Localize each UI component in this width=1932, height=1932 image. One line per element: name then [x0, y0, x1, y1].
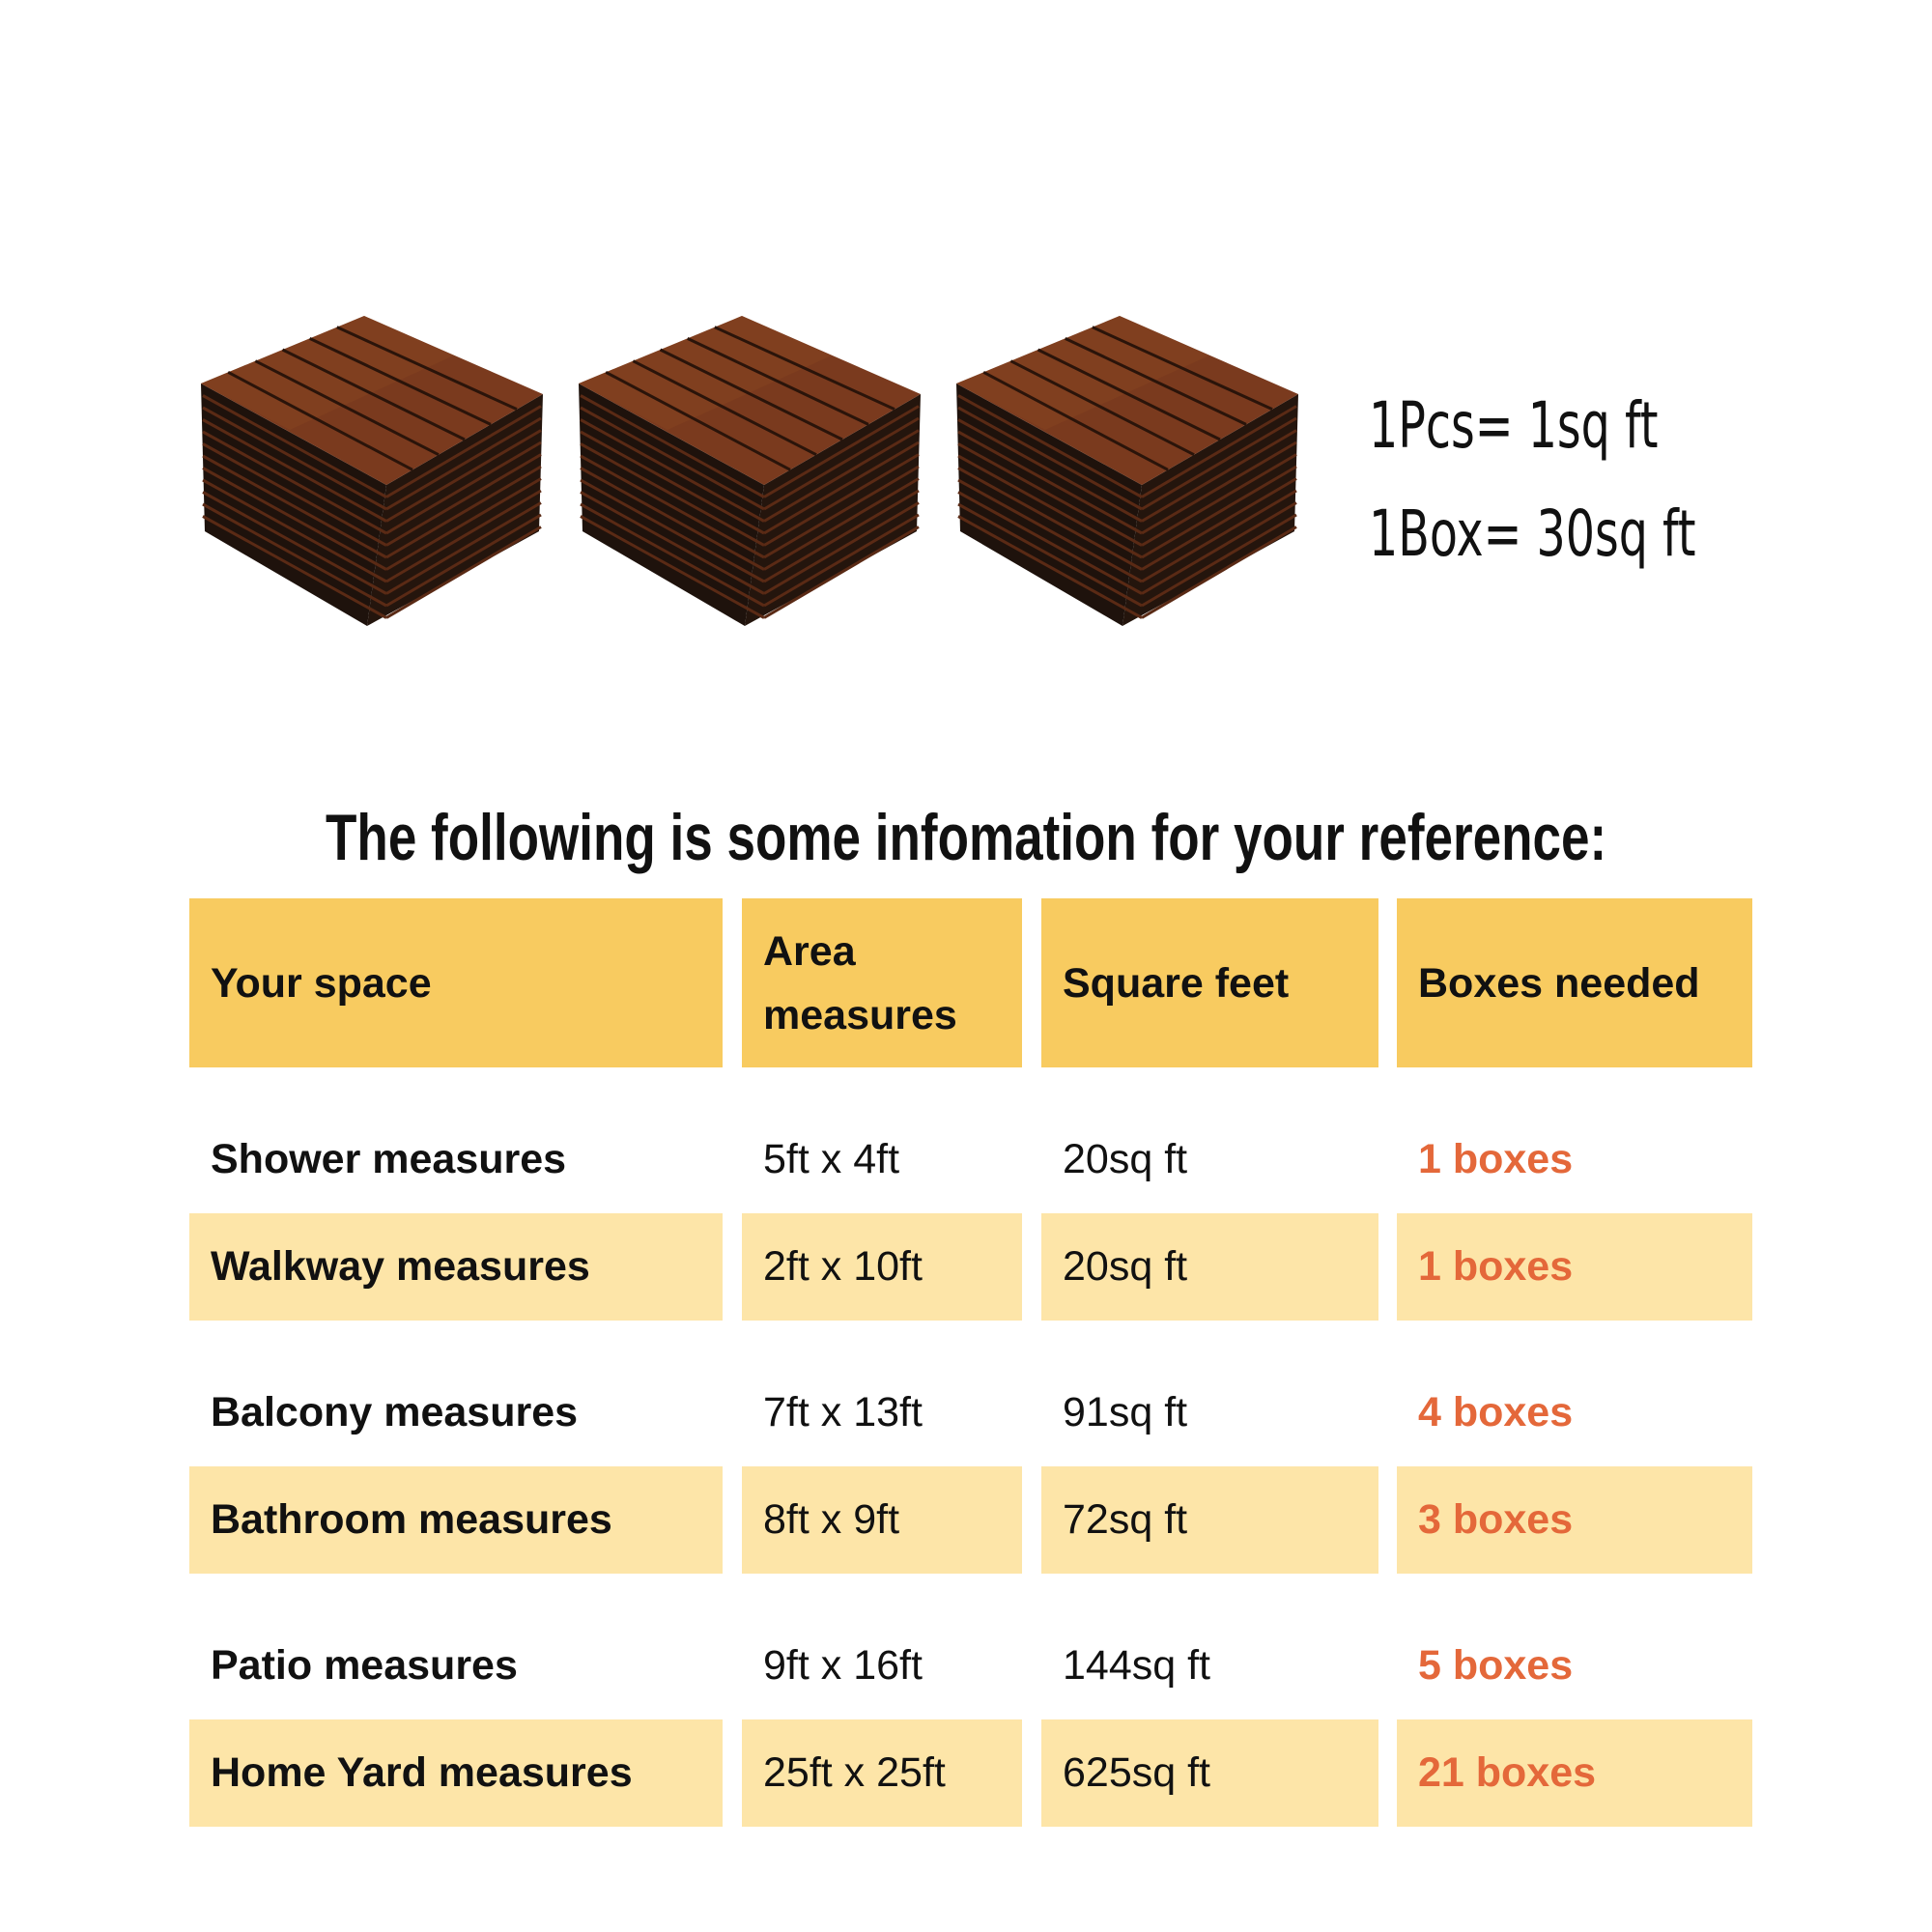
- cell-space: Shower measures: [211, 1136, 567, 1182]
- header-square-feet: Square feet: [1041, 898, 1378, 1067]
- cell-space: Bathroom measures: [189, 1466, 723, 1574]
- cell-boxes: 5 boxes: [1418, 1642, 1574, 1689]
- header-your-space: Your space: [189, 898, 723, 1067]
- header-area-measures: Area measures: [742, 898, 1022, 1067]
- spec-per-piece: 1Pcs= 1sq ft: [1369, 388, 1659, 463]
- cell-space: Patio measures: [211, 1642, 518, 1689]
- cell-area: 9ft x 16ft: [763, 1642, 923, 1689]
- cell-boxes: 1 boxes: [1418, 1136, 1574, 1182]
- cell-sqft: 20sq ft: [1041, 1213, 1378, 1321]
- wood-tile-stack-image: [571, 309, 928, 638]
- cell-sqft: 144sq ft: [1063, 1642, 1210, 1689]
- wood-tile-stack-image: [193, 309, 551, 638]
- cell-area: 5ft x 4ft: [763, 1136, 900, 1182]
- page-title: The following is some infomation for you…: [325, 801, 1607, 874]
- cell-space: Home Yard measures: [189, 1719, 723, 1827]
- cell-boxes: 4 boxes: [1418, 1389, 1574, 1435]
- cell-sqft: 625sq ft: [1041, 1719, 1378, 1827]
- cell-area: 7ft x 13ft: [763, 1389, 923, 1435]
- cell-boxes: 3 boxes: [1397, 1466, 1752, 1574]
- header-boxes-needed: Boxes needed: [1397, 898, 1752, 1067]
- cell-area: 25ft x 25ft: [742, 1719, 1022, 1827]
- cell-boxes: 1 boxes: [1397, 1213, 1752, 1321]
- cell-space: Balcony measures: [211, 1389, 579, 1435]
- cell-sqft: 72sq ft: [1041, 1466, 1378, 1574]
- cell-sqft: 91sq ft: [1063, 1389, 1188, 1435]
- cell-area: 8ft x 9ft: [742, 1466, 1022, 1574]
- cell-area: 2ft x 10ft: [742, 1213, 1022, 1321]
- cell-boxes: 21 boxes: [1397, 1719, 1752, 1827]
- cell-space: Walkway measures: [189, 1213, 723, 1321]
- spec-per-box: 1Box= 30sq ft: [1369, 497, 1696, 571]
- cell-sqft: 20sq ft: [1063, 1136, 1188, 1182]
- wood-tile-stack-image: [949, 309, 1306, 638]
